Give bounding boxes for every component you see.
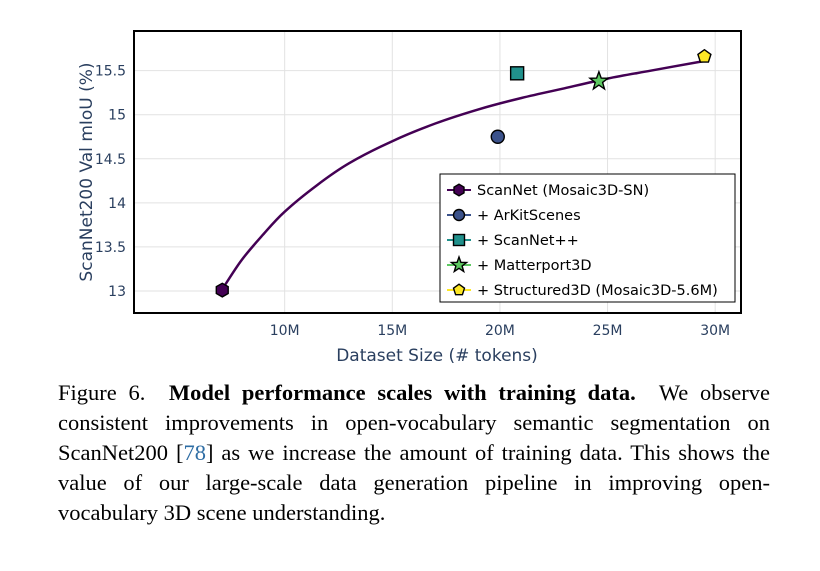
data-point-star [588,69,610,91]
x-tick-label: 15M [377,323,407,339]
citation-link[interactable]: 78 [183,440,206,465]
legend-marker-circle [452,208,466,222]
legend: ScanNet (Mosaic3D-SN) + ArKitScenes + Scan… [439,173,736,303]
x-axis-title: Dataset Size (# tokens) [336,346,538,366]
legend-label: + Matterport3D [477,258,592,274]
y-axis-title: ScanNet200 Val mIoU (%) [77,62,97,281]
x-tick-label: 25M [593,323,623,339]
caption-text-end: ] as we increase the amount of training … [58,440,771,525]
x-tick-label: 10M [270,323,300,339]
y-tick-label: 14 [108,196,126,212]
caption-text: We observe consistent improvements in op… [58,380,770,465]
data-markers [215,48,712,298]
legend-label: ScanNet (Mosaic3D-SN) [477,183,649,199]
legend-label: + Structured3D (Mosaic3D-5.6M) [477,283,718,299]
x-axis-ticks: 10M 15M 20M 25M 30M [270,323,730,339]
legend-marker-star [449,254,469,274]
legend-marker-square [452,233,466,247]
y-tick-label: 14.5 [95,152,126,168]
y-tick-label: 15 [108,108,126,124]
y-tick-label: 13.5 [95,240,126,256]
chart: 10M 15M 20M 25M 30M 13 13.5 14 14.5 15 15.5 Datas… [77,30,742,366]
data-point-pentagon [697,48,712,63]
legend-box [439,173,736,303]
figure-caption: Figure 6. Model performance scales with … [58,378,770,528]
x-tick-label: 30M [700,323,730,339]
x-tick-label: 20M [485,323,515,339]
legend-marker-pentagon [452,283,466,296]
plot-area-frame [133,30,742,314]
caption-title: Model performance scales with training d… [168,380,636,405]
data-point-circle [490,129,505,144]
data-point-hexagon [215,282,229,298]
data-point-square [509,66,525,81]
legend-label: + ScanNet++ [477,233,579,249]
legend-marker-hexagon [453,183,465,197]
y-tick-label: 15.5 [95,64,126,80]
y-tick-label: 13 [108,284,126,300]
y-axis-ticks: 13 13.5 14 14.5 15 15.5 [95,64,126,300]
figure-label: Figure 6. [58,380,146,405]
legend-label: + ArKitScenes [477,208,581,224]
